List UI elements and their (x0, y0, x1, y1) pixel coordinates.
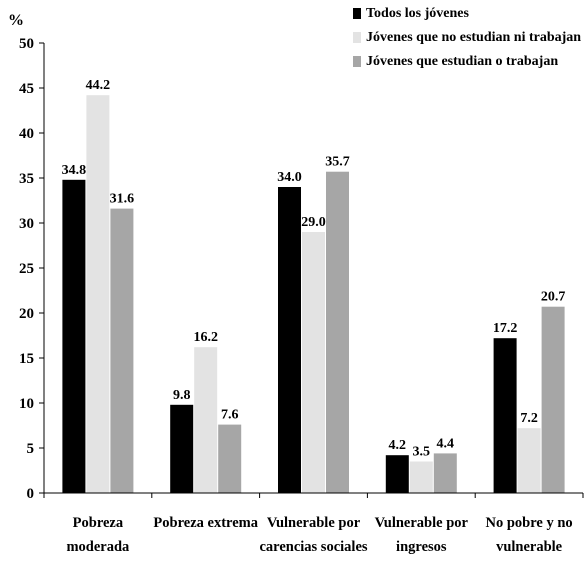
y-tick-label: 0 (27, 486, 35, 502)
y-tick-label: 15 (19, 351, 34, 367)
data-label: 4.4 (437, 436, 455, 451)
category-label: No pobre y no vulnerable (486, 515, 573, 555)
data-label: 7.6 (221, 408, 239, 423)
bar (218, 424, 242, 493)
data-label: 20.7 (541, 290, 566, 305)
data-label: 34.8 (62, 163, 87, 178)
bar (326, 171, 349, 493)
legend-swatch (353, 8, 361, 19)
bar (194, 347, 218, 493)
data-labels-layer: 34.8 44.2 31.6 9.8 16.2 7.6 34.0 29.0 35.7 4.2 3.5… (62, 78, 566, 459)
bar (86, 95, 110, 493)
data-label: 29.0 (301, 215, 326, 230)
y-tick-label: 30 (19, 216, 34, 232)
data-label: 35.7 (325, 155, 350, 170)
category-label: Pobreza extrema (153, 515, 258, 531)
data-label: 7.2 (520, 411, 538, 426)
bar (541, 306, 565, 493)
bars-layer (62, 95, 565, 494)
y-tick-label: 10 (19, 396, 34, 412)
y-ticks-layer: 0 5 10 15 20 25 30 35 40 45 50 (19, 36, 44, 502)
legend-label: Jóvenes que estudian o trabajan (366, 54, 558, 69)
bar (62, 179, 86, 494)
legend: Todos los jóvenes Jóvenes que no estudian… (353, 6, 581, 69)
legend-label: Todos los jóvenes (366, 6, 470, 21)
y-tick-label: 50 (19, 36, 34, 52)
data-label: 34.0 (277, 170, 302, 185)
bar (517, 428, 541, 493)
bar (433, 453, 457, 493)
y-tick-label: 45 (19, 81, 34, 97)
bar (170, 404, 194, 493)
y-tick-label: 40 (19, 126, 34, 142)
category-label: Pobreza moderada (66, 515, 130, 555)
bar (409, 461, 433, 493)
data-label: 3.5 (413, 445, 431, 460)
y-tick-label: 20 (19, 306, 34, 322)
bar (493, 338, 517, 493)
y-axis-unit-label: % (8, 12, 24, 29)
data-label: 44.2 (86, 78, 111, 93)
category-label: Vulnerable por ingresos (375, 515, 469, 555)
bar (385, 455, 409, 493)
category-label: Vulnerable por carencias sociales (259, 515, 367, 555)
data-label: 16.2 (193, 330, 218, 345)
data-label: 9.8 (173, 388, 191, 403)
legend-swatch (353, 32, 361, 43)
y-tick-label: 5 (27, 441, 35, 457)
bar (110, 208, 134, 493)
legend-label: Jóvenes que no estudian ni trabajan (366, 30, 581, 45)
bar (278, 187, 301, 493)
y-tick-label: 35 (19, 171, 34, 187)
bar (302, 232, 325, 493)
y-tick-label: 25 (19, 261, 34, 277)
data-label: 4.2 (389, 438, 407, 453)
data-label: 17.2 (493, 321, 518, 336)
data-label: 31.6 (110, 192, 135, 207)
legend-swatch (353, 56, 361, 67)
